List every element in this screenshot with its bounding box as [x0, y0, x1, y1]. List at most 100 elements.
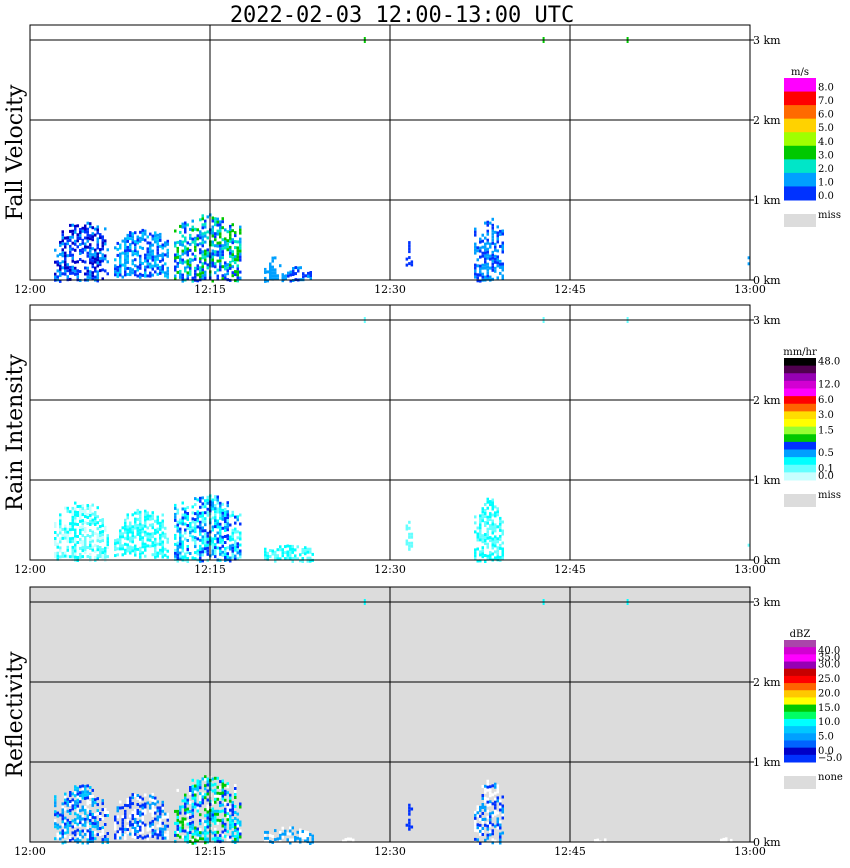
echo-cell: [211, 219, 214, 223]
echo-cell: [94, 248, 97, 252]
echo-cell: [161, 836, 164, 840]
echo-cell: [74, 818, 77, 822]
echo-cell: [166, 251, 169, 255]
echo-cell: [96, 276, 99, 280]
echo-cell: [159, 551, 162, 555]
echo-cell: [79, 234, 82, 237]
echo-cell: [481, 794, 484, 797]
echo-cell: [91, 521, 94, 525]
echo-cell: [214, 839, 217, 843]
echo-cell: [484, 539, 487, 542]
echo-cell: [144, 512, 147, 516]
echo-cell: [104, 808, 107, 811]
echo-region: [405, 803, 414, 831]
echo-cell: [226, 836, 229, 840]
echo-cell: [219, 537, 222, 541]
echo-cell: [501, 232, 504, 236]
echo-cell: [408, 818, 411, 822]
echo-cell: [189, 233, 192, 237]
echo-cell: [64, 260, 67, 264]
echo-cell: [199, 526, 202, 530]
colorbar-swatch: [784, 132, 816, 147]
echo-cell: [299, 559, 302, 563]
echo-cell: [91, 533, 94, 537]
echo-cell: [151, 807, 154, 811]
echo-cell: [489, 518, 492, 522]
echo-cell: [84, 242, 87, 246]
echo-cell: [264, 270, 267, 274]
echo-cell: [211, 540, 214, 544]
echo-cell: [141, 527, 144, 531]
echo-cell: [216, 223, 219, 227]
echo-cell: [54, 801, 57, 805]
echo-cell: [408, 535, 411, 539]
echo-cell: [139, 819, 142, 823]
echo-cell: [146, 538, 149, 542]
echo-cell: [476, 273, 479, 277]
echo-cell: [484, 536, 487, 539]
echo-cell: [101, 259, 104, 263]
echo-cell: [491, 802, 494, 806]
echo-cell: [94, 520, 97, 523]
echo-cell: [141, 542, 144, 546]
echo-cell: [291, 550, 294, 554]
echo-cell: [199, 798, 202, 802]
echo-cell: [176, 815, 179, 819]
echo-cell: [131, 829, 134, 833]
echo-cell: [196, 237, 199, 241]
echo-cell: [86, 784, 89, 788]
echo-cell: [76, 272, 79, 276]
echo-cell: [114, 270, 117, 274]
echo-cell: [79, 504, 82, 508]
colorbar-label: 0.1: [818, 463, 834, 474]
echo-cell: [489, 557, 492, 561]
echo-cell: [151, 804, 154, 808]
echo-cell: [139, 513, 142, 517]
echo-cell: [186, 274, 189, 278]
echo-cell: [64, 524, 67, 528]
echo-cell: [189, 531, 192, 534]
echo-cell: [134, 246, 137, 250]
echo-cell: [136, 532, 139, 536]
echo-cell: [481, 263, 484, 267]
echo-cell: [129, 814, 132, 818]
echo-cell: [501, 268, 504, 272]
echo-cell: [294, 557, 297, 561]
echo-cell: [141, 551, 144, 555]
echo-cell: [104, 549, 107, 553]
echo-cell: [191, 225, 194, 229]
echo-cell: [304, 549, 307, 553]
echo-cell: [134, 793, 137, 797]
echo-cell: [191, 237, 194, 241]
echo-cell: [309, 550, 312, 554]
echo-cell: [71, 232, 74, 236]
echo-cell: [484, 805, 487, 809]
colorbar-swatch: [784, 683, 816, 691]
echo-cell: [216, 498, 219, 502]
echo-cell: [231, 256, 234, 260]
echo-cell: [81, 510, 84, 514]
colorbar-swatch: [784, 747, 816, 756]
echo-cell: [99, 537, 102, 540]
echo-cell: [204, 838, 207, 842]
echo-cell: [131, 232, 134, 236]
echo-cell: [206, 813, 209, 817]
echo-cell: [81, 540, 84, 544]
echo-cell: [151, 822, 154, 826]
echo-cell: [408, 806, 411, 810]
echo-cell: [496, 540, 499, 544]
echo-cell: [121, 806, 124, 810]
echo-cell: [104, 811, 107, 814]
echo-cell: [211, 810, 214, 814]
echo-cell: [141, 815, 144, 819]
echo-cell: [174, 506, 177, 510]
echo-cell: [101, 238, 104, 242]
echo-cell: [74, 224, 77, 228]
echo-cell: [151, 264, 154, 268]
x-tick-label: 12:15: [194, 563, 226, 576]
echo-cell: [174, 548, 177, 552]
echo-cell: [199, 786, 202, 790]
echo-cell: [139, 825, 142, 829]
echo-cell: [101, 799, 104, 803]
echo-cell: [501, 229, 504, 233]
